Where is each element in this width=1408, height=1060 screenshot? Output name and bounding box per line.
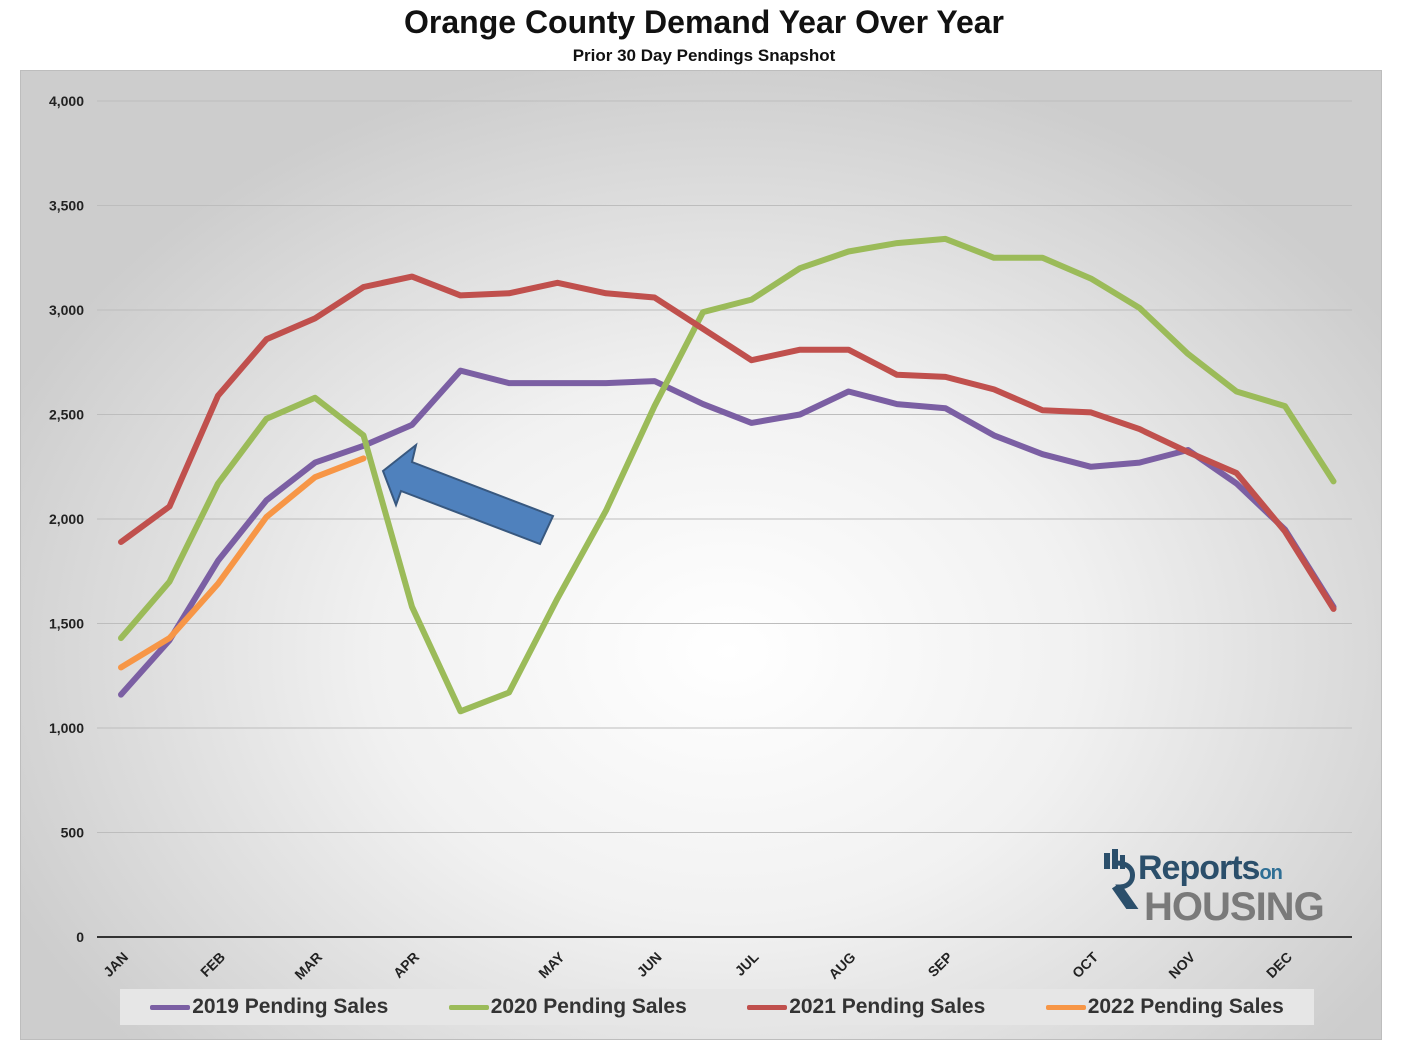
series-line-2021 <box>118 273 1337 612</box>
series-line-2020 <box>118 235 1337 715</box>
y-axis-ticks: 0 500 1,000 1,500 2,000 2,500 3,000 3,500 4,000 <box>49 93 84 945</box>
y-tick-label: 500 <box>61 825 85 841</box>
series-line-2022 <box>118 455 367 671</box>
y-tick-label: 2,000 <box>49 511 84 527</box>
x-tick-label: FEB <box>197 949 228 980</box>
legend-label: 2020 Pending Sales <box>490 995 687 1018</box>
y-tick-label: 3,500 <box>49 198 84 214</box>
chart-legend: 2019 Pending Sales 2020 Pending Sales 2021… <box>120 989 1314 1025</box>
x-tick-label: OCT <box>1069 948 1102 981</box>
gridlines <box>97 100 1352 938</box>
x-tick-label: MAY <box>535 948 568 981</box>
x-tick-label: AUG <box>825 949 858 982</box>
x-tick-label: MAR <box>291 949 325 983</box>
y-tick-label: 4,000 <box>49 93 84 109</box>
legend-swatch <box>747 1004 788 1010</box>
legend-item-2021: 2021 Pending Sales <box>747 995 985 1019</box>
series-line-2019 <box>118 367 1337 698</box>
logo-text-housing: HOUSING <box>1144 885 1325 929</box>
chart-title: Orange County Demand Year Over Year <box>404 4 1004 40</box>
y-tick-label: 0 <box>76 929 84 945</box>
chart-area <box>20 70 1382 1040</box>
x-tick-label: NOV <box>1165 948 1198 981</box>
annotations <box>381 442 555 546</box>
legend-swatch <box>448 1004 489 1010</box>
legend-label: 2019 Pending Sales <box>192 995 389 1018</box>
y-tick-label: 3,000 <box>49 302 84 318</box>
legend-label: 2021 Pending Sales <box>789 995 986 1018</box>
x-tick-label: JAN <box>100 949 131 980</box>
highlight-arrow <box>381 442 555 546</box>
logo-mark-icon <box>1104 849 1139 909</box>
x-tick-label: JUL <box>732 948 762 978</box>
logo-text-reports: Reportson <box>1138 849 1283 887</box>
y-tick-label: 2,500 <box>49 407 84 423</box>
x-tick-label: SEP <box>924 949 955 980</box>
legend-item-2019: 2019 Pending Sales <box>150 995 388 1019</box>
x-tick-label: DEC <box>1263 949 1295 981</box>
legend-label: 2022 Pending Sales <box>1087 995 1284 1018</box>
y-tick-label: 1,000 <box>49 720 84 736</box>
chart-subtitle: Prior 30 Day Pendings Snapshot <box>572 46 836 65</box>
reports-on-housing-logo: Reportson HOUSING <box>1098 845 1348 930</box>
legend-item-2020: 2020 Pending Sales <box>448 995 687 1019</box>
x-axis-ticks: JAN FEB MAR APR MAY JUN JUL AUG SEP OCT NOV DEC <box>100 948 1295 982</box>
legend-swatch <box>150 1004 191 1010</box>
series-lines <box>118 235 1337 715</box>
x-tick-label: JUN <box>633 949 664 980</box>
y-tick-label: 1,500 <box>49 616 84 632</box>
legend-swatch <box>1045 1004 1086 1010</box>
legend-item-2022: 2022 Pending Sales <box>1045 995 1284 1019</box>
x-tick-label: APR <box>390 949 422 981</box>
